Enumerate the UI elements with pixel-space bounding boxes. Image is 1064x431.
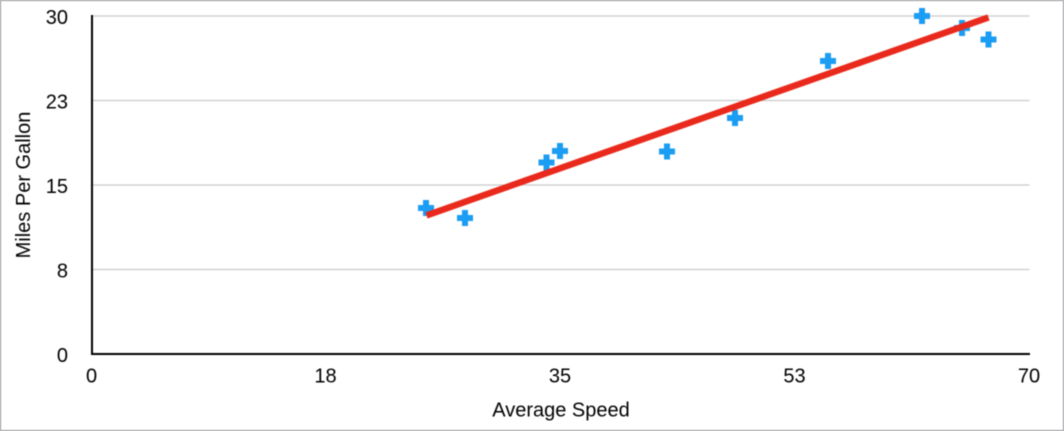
svg-text:53: 53 xyxy=(783,365,805,387)
svg-text:23: 23 xyxy=(46,92,68,114)
svg-text:Average Speed: Average Speed xyxy=(492,400,630,422)
svg-text:30: 30 xyxy=(46,7,68,29)
svg-text:8: 8 xyxy=(57,261,68,283)
svg-text:15: 15 xyxy=(46,176,68,198)
svg-text:Miles Per Gallon: Miles Per Gallon xyxy=(13,112,35,259)
svg-text:70: 70 xyxy=(1018,365,1040,387)
svg-text:0: 0 xyxy=(57,345,68,367)
svg-text:0: 0 xyxy=(86,365,97,387)
svg-text:18: 18 xyxy=(314,365,336,387)
svg-text:35: 35 xyxy=(549,365,571,387)
